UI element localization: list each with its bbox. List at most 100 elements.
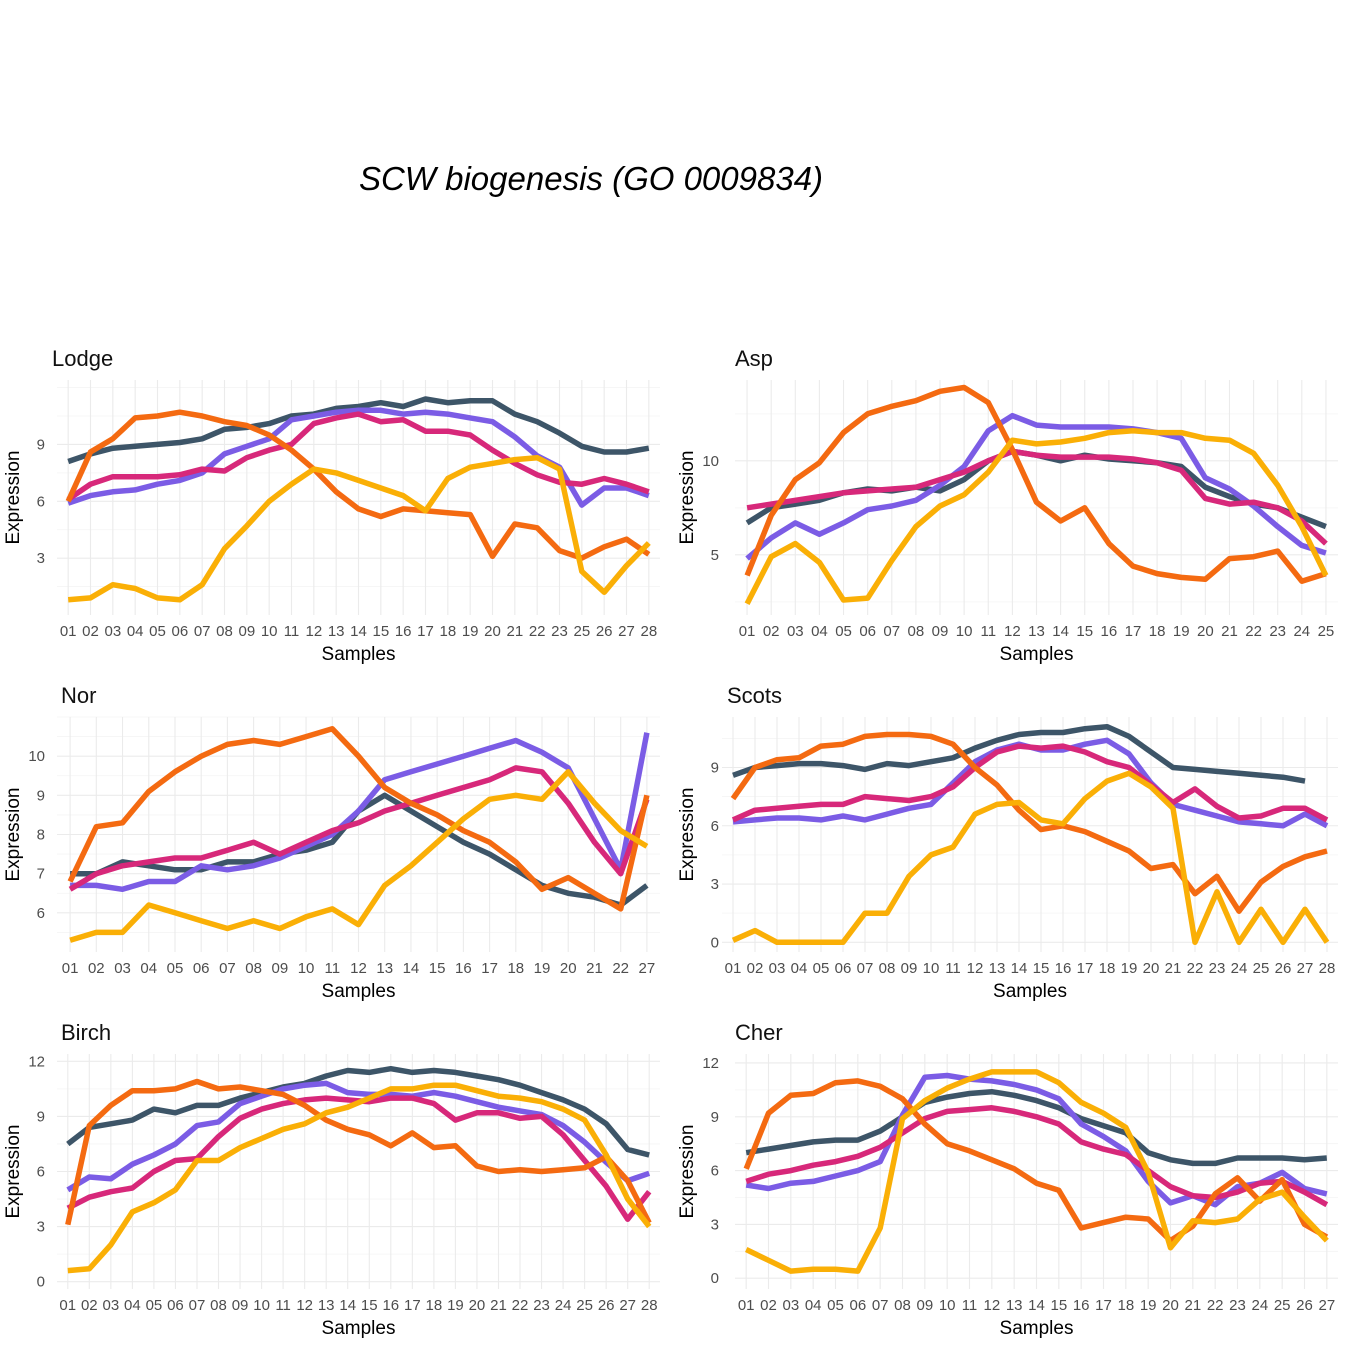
y-tick-label: 0 xyxy=(711,934,719,951)
x-tick-label: 03 xyxy=(782,1297,799,1314)
x-tick-label: 20 xyxy=(560,960,577,977)
x-tick-label: 17 xyxy=(1077,960,1094,977)
x-tick-label: 05 xyxy=(146,1297,163,1314)
x-tick-label: 14 xyxy=(339,1297,356,1314)
panel-title: Asp xyxy=(735,346,773,371)
x-tick-label: 07 xyxy=(872,1297,889,1314)
x-tick-label: 15 xyxy=(1033,960,1050,977)
x-tick-label: 05 xyxy=(149,623,166,640)
x-tick-label: 14 xyxy=(350,623,367,640)
series-line-3 xyxy=(746,448,1328,546)
x-tick-label: 10 xyxy=(956,623,973,640)
x-tick-label: 23 xyxy=(1229,1297,1246,1314)
y-axis-title: Expression xyxy=(677,451,698,545)
x-tick-label: 24 xyxy=(1231,960,1248,977)
y-tick-label: 0 xyxy=(711,1270,719,1287)
series-line-2 xyxy=(70,732,650,893)
x-tick-label: 07 xyxy=(189,1297,206,1314)
y-tick-label: 9 xyxy=(37,787,45,804)
x-tick-label: 19 xyxy=(1173,623,1190,640)
panel-title: Lodge xyxy=(52,346,113,371)
x-axis-title: Samples xyxy=(993,981,1067,1002)
panel-title: Scots xyxy=(727,683,782,708)
x-tick-label: 09 xyxy=(272,960,289,977)
x-tick-label: 03 xyxy=(102,1297,119,1314)
x-tick-label: 18 xyxy=(1099,960,1116,977)
y-axis-title: Expression xyxy=(3,1125,24,1219)
y-tick-label: 6 xyxy=(37,1164,45,1181)
x-tick-label: 03 xyxy=(104,623,121,640)
x-tick-label: 11 xyxy=(980,623,996,640)
x-tick-label: 09 xyxy=(901,960,918,977)
x-tick-label: 19 xyxy=(534,960,551,977)
x-tick-label: 13 xyxy=(1006,1297,1023,1314)
x-tick-label: 17 xyxy=(1095,1297,1112,1314)
x-tick-label: 18 xyxy=(439,623,456,640)
x-tick-label: 22 xyxy=(1187,960,1204,977)
x-tick-label: 11 xyxy=(275,1297,291,1314)
x-tick-label: 25 xyxy=(1274,1297,1291,1314)
x-tick-label: 27 xyxy=(1297,960,1314,977)
x-tick-label: 27 xyxy=(1318,1297,1335,1314)
x-tick-label: 17 xyxy=(417,623,434,640)
x-tick-label: 15 xyxy=(361,1297,378,1314)
x-tick-label: 06 xyxy=(171,623,188,640)
grid xyxy=(722,717,1338,952)
x-tick-label: 13 xyxy=(318,1297,335,1314)
x-tick-label: 19 xyxy=(1140,1297,1157,1314)
x-tick-label: 06 xyxy=(835,960,852,977)
x-tick-label: 15 xyxy=(1076,623,1093,640)
x-tick-label: 03 xyxy=(769,960,786,977)
x-tick-label: 02 xyxy=(82,623,99,640)
x-tick-label: 03 xyxy=(114,960,131,977)
x-tick-label: 10 xyxy=(261,623,278,640)
x-tick-label: 22 xyxy=(1245,623,1262,640)
x-tick-label: 25 xyxy=(1318,623,1335,640)
panel-lodge: Lodge 3 6 9 01 02 03 04 05 06 07 08 09 10 11 12 13 14 15 16… xyxy=(3,346,660,665)
x-tick-label: 10 xyxy=(298,960,315,977)
x-tick-label: 21 xyxy=(586,960,603,977)
y-tick-label: 9 xyxy=(37,436,45,453)
x-tick-label: 10 xyxy=(923,960,940,977)
x-axis-title: Samples xyxy=(322,981,396,1002)
y-tick-label: 9 xyxy=(711,759,719,776)
x-tick-label: 10 xyxy=(253,1297,270,1314)
y-tick-label: 12 xyxy=(28,1053,45,1070)
x-tick-label: 08 xyxy=(210,1297,227,1314)
x-tick-label: 26 xyxy=(1296,1297,1313,1314)
x-tick-label: 13 xyxy=(1028,623,1045,640)
x-tick-label: 08 xyxy=(245,960,262,977)
y-tick-label: 6 xyxy=(711,1163,719,1180)
x-tick-label: 05 xyxy=(835,623,852,640)
x-tick-label: 08 xyxy=(216,623,233,640)
x-tick-label: 13 xyxy=(376,960,393,977)
x-tick-label: 05 xyxy=(827,1297,844,1314)
x-tick-label: 16 xyxy=(1055,960,1072,977)
series-line-1 xyxy=(66,1065,650,1158)
panel-title: Birch xyxy=(61,1020,111,1045)
x-tick-label: 22 xyxy=(529,623,546,640)
x-tick-label: 20 xyxy=(1197,623,1214,640)
x-tick-label: 13 xyxy=(328,623,345,640)
x-tick-label: 18 xyxy=(426,1297,443,1314)
x-tick-label: 08 xyxy=(879,960,896,977)
y-axis-title: Expression xyxy=(677,788,698,882)
x-tick-label: 21 xyxy=(490,1297,507,1314)
x-tick-label: 08 xyxy=(908,623,925,640)
x-tick-label: 23 xyxy=(533,1297,550,1314)
x-tick-label: 23 xyxy=(551,623,568,640)
x-tick-label: 18 xyxy=(1117,1297,1134,1314)
x-tick-label: 11 xyxy=(284,623,300,640)
x-tick-label: 04 xyxy=(811,623,828,640)
x-tick-label: 19 xyxy=(1121,960,1138,977)
x-tick-label: 11 xyxy=(962,1297,978,1314)
panel-title: Nor xyxy=(61,683,96,708)
series-line-4 xyxy=(65,1078,652,1226)
series-line-5 xyxy=(745,1069,1329,1274)
series-line-5 xyxy=(731,770,1330,946)
series-line-5 xyxy=(67,1082,652,1274)
